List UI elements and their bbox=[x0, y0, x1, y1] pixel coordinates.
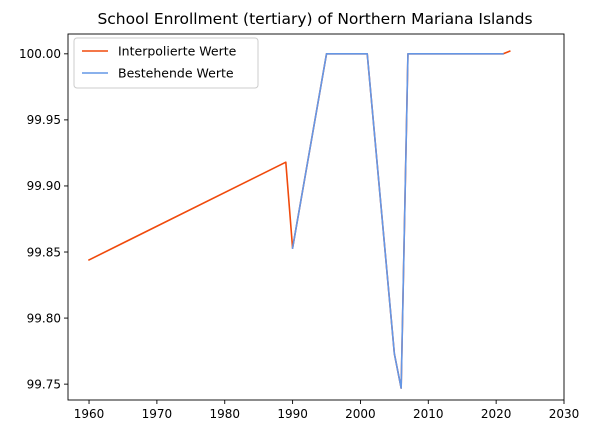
series-line-interpolated bbox=[87, 50, 511, 389]
series-line-existing bbox=[291, 53, 504, 389]
x-tick-label: 1990 bbox=[277, 407, 308, 421]
y-tick-label: 100.00 bbox=[19, 47, 61, 61]
y-tick-label: 99.80 bbox=[27, 311, 61, 325]
plot-frame bbox=[67, 33, 565, 401]
y-tick-label: 99.90 bbox=[27, 179, 61, 193]
legend-frame bbox=[73, 37, 259, 89]
legend: Interpolierte Werte Bestehende Werte bbox=[73, 37, 259, 89]
y-tick-label: 99.85 bbox=[27, 245, 61, 259]
y-tick-label: 99.95 bbox=[27, 113, 61, 127]
x-tick-label: 2020 bbox=[481, 407, 512, 421]
chart-title: School Enrollment (tertiary) of Northern… bbox=[97, 10, 532, 28]
x-tick-label: 1960 bbox=[74, 407, 105, 421]
plot-area bbox=[87, 50, 511, 389]
axes: 1960 1970 1980 1990 2000 2010 2020 2030 99.75 99.… bbox=[19, 33, 580, 421]
legend-label-interpolated: Interpolierte Werte bbox=[118, 44, 237, 59]
x-tick-label: 1970 bbox=[142, 407, 173, 421]
y-tick-label: 99.75 bbox=[27, 377, 61, 391]
x-tick-label: 2030 bbox=[549, 407, 580, 421]
x-tick-label: 2010 bbox=[413, 407, 444, 421]
x-tick-label: 1980 bbox=[209, 407, 240, 421]
legend-label-existing: Bestehende Werte bbox=[118, 66, 234, 81]
x-tick-label: 2000 bbox=[345, 407, 376, 421]
